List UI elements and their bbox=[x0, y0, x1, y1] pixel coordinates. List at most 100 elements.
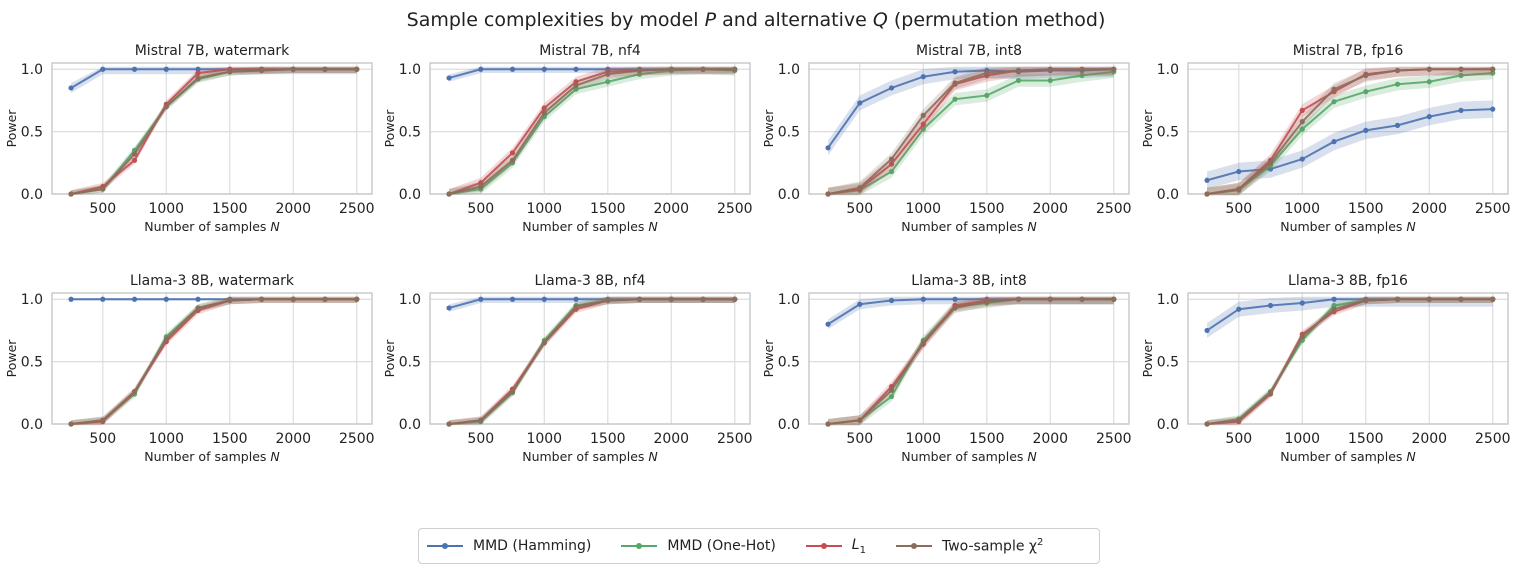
y-tick-label: 1.0 bbox=[399, 62, 421, 78]
data-point bbox=[1363, 297, 1369, 304]
data-point bbox=[1047, 66, 1053, 72]
x-tick-label: 500 bbox=[89, 431, 116, 447]
data-point bbox=[825, 321, 831, 327]
data-point bbox=[100, 417, 106, 423]
series-line bbox=[70, 68, 357, 195]
y-tick-label: 0.0 bbox=[778, 417, 800, 433]
subplot-8: Llama-3 8B, fp16 500 1000 1500 2000 2500 0.0 0.… bbox=[1140, 273, 1511, 464]
x-tick-label: 1000 bbox=[526, 431, 562, 447]
data-point bbox=[131, 157, 138, 163]
data-point bbox=[1394, 296, 1401, 302]
data-point bbox=[68, 85, 74, 91]
series-line bbox=[827, 68, 1114, 195]
data-point bbox=[952, 69, 958, 75]
subplot-title: Llama-3 8B, fp16 bbox=[1288, 273, 1408, 289]
legend-label: MMD (Hamming) bbox=[473, 538, 592, 554]
series-line bbox=[70, 298, 357, 425]
series-two-sample-2 bbox=[446, 296, 738, 427]
data-point bbox=[920, 296, 926, 302]
data-point bbox=[541, 66, 547, 72]
title-p: P bbox=[705, 9, 717, 31]
series-two-sample-2 bbox=[446, 66, 738, 197]
data-point bbox=[732, 296, 738, 302]
subplot-4: Mistral 7B, fp16 500 1000 1500 2000 2500 0.0 0.… bbox=[1140, 43, 1511, 234]
title-mid: and alternative bbox=[716, 9, 873, 31]
data-point bbox=[1490, 70, 1496, 76]
data-point bbox=[636, 71, 643, 77]
y-tick-label: 0.5 bbox=[778, 355, 800, 371]
data-point bbox=[857, 185, 863, 191]
data-point bbox=[920, 126, 926, 132]
x-tick-label: 1500 bbox=[1348, 201, 1384, 217]
data-point bbox=[1458, 72, 1464, 79]
confidence-band bbox=[71, 66, 357, 93]
y-tick-label: 1.0 bbox=[1157, 292, 1179, 308]
x-axis-label: Number of samples N bbox=[901, 219, 1037, 234]
data-point bbox=[888, 161, 895, 167]
data-point bbox=[446, 421, 452, 427]
y-axis-label: Power bbox=[761, 109, 776, 148]
data-point bbox=[573, 296, 579, 302]
data-point bbox=[1331, 139, 1337, 145]
x-tick-label: 2500 bbox=[1096, 431, 1132, 447]
x-tick-label: 2500 bbox=[339, 431, 375, 447]
data-point bbox=[636, 296, 643, 302]
data-point bbox=[573, 82, 579, 89]
y-tick-label: 0.5 bbox=[21, 125, 43, 141]
data-point bbox=[920, 74, 926, 80]
x-tick-label: 1500 bbox=[590, 201, 626, 217]
subplot-title: Mistral 7B, int8 bbox=[916, 43, 1022, 59]
data-point bbox=[984, 299, 990, 305]
plot-frame bbox=[429, 292, 751, 425]
x-tick-label: 500 bbox=[467, 431, 494, 447]
data-point bbox=[100, 66, 106, 72]
data-point bbox=[1079, 66, 1085, 72]
data-point bbox=[920, 340, 926, 346]
data-point bbox=[258, 296, 265, 302]
data-point bbox=[163, 336, 169, 342]
y-tick-label: 0.0 bbox=[1157, 417, 1179, 433]
data-point bbox=[857, 100, 863, 106]
y-axis-label: Power bbox=[4, 109, 19, 148]
data-point bbox=[1363, 72, 1369, 79]
data-point bbox=[1267, 302, 1274, 309]
subplot-title: Mistral 7B, watermark bbox=[135, 43, 290, 59]
legend-item-mmd-onehot: MMD (One-Hot) bbox=[621, 538, 776, 554]
data-point bbox=[605, 71, 611, 77]
data-point bbox=[1331, 86, 1337, 92]
y-tick-label: 1.0 bbox=[778, 292, 800, 308]
x-tick-label: 1500 bbox=[590, 431, 626, 447]
y-axis-label: Power bbox=[761, 339, 776, 378]
y-tick-label: 0.5 bbox=[1157, 125, 1179, 141]
y-tick-label: 0.0 bbox=[1157, 187, 1179, 203]
data-point bbox=[509, 296, 516, 302]
data-point bbox=[1015, 296, 1022, 302]
data-point bbox=[1299, 334, 1305, 340]
series-two-sample-2 bbox=[1204, 66, 1496, 197]
data-point bbox=[573, 79, 579, 85]
data-point bbox=[573, 66, 579, 72]
confidence-band bbox=[71, 296, 357, 426]
x-tick-label: 1500 bbox=[1348, 431, 1384, 447]
data-point bbox=[258, 67, 265, 74]
y-tick-label: 1.0 bbox=[21, 292, 43, 308]
y-tick-label: 0.5 bbox=[399, 355, 421, 371]
legend-item-chi2: Two-sample χ2 bbox=[895, 537, 1043, 555]
data-point bbox=[290, 296, 296, 302]
data-point bbox=[1331, 302, 1337, 309]
x-tick-label: 2500 bbox=[1475, 201, 1511, 217]
title-prefix: Sample complexities by model bbox=[407, 9, 705, 31]
y-tick-label: 0.0 bbox=[21, 417, 43, 433]
data-point bbox=[195, 75, 201, 81]
data-point bbox=[1458, 66, 1464, 72]
x-tick-label: 500 bbox=[846, 431, 873, 447]
x-tick-label: 2500 bbox=[339, 201, 375, 217]
y-tick-label: 1.0 bbox=[399, 292, 421, 308]
x-tick-label: 2500 bbox=[1096, 201, 1132, 217]
data-point bbox=[1236, 168, 1242, 175]
data-point bbox=[195, 296, 201, 302]
data-point bbox=[888, 387, 895, 393]
x-axis-label: Number of samples N bbox=[1280, 219, 1416, 234]
data-point bbox=[68, 296, 74, 302]
data-point bbox=[100, 186, 106, 192]
